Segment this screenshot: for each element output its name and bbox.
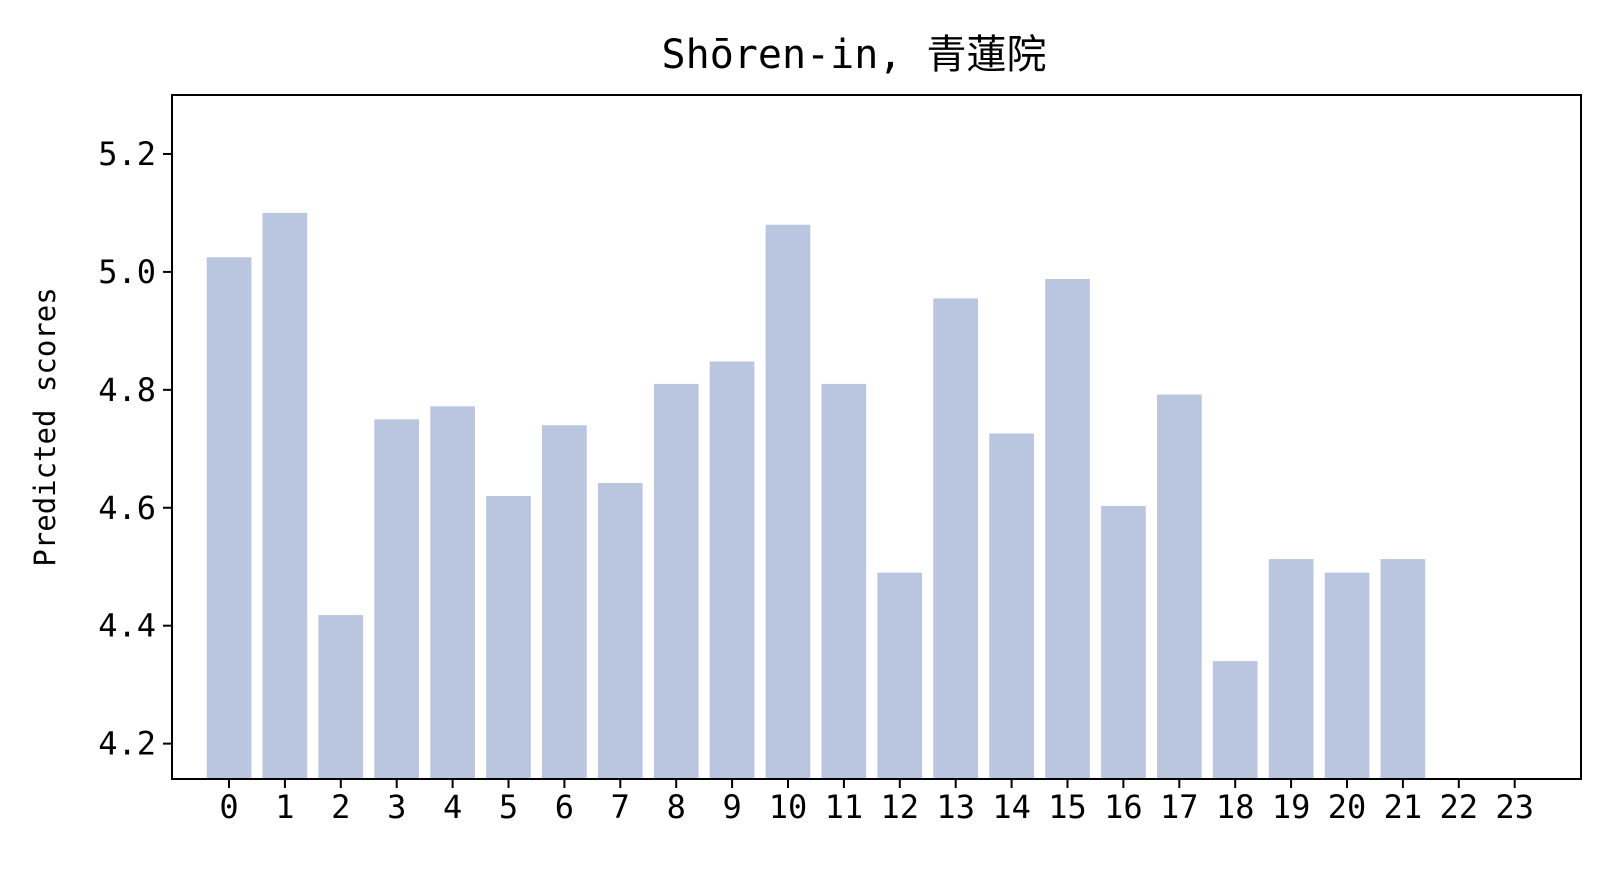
x-tick-label: 9 bbox=[722, 788, 741, 826]
bar-13 bbox=[933, 298, 978, 779]
bar-21 bbox=[1380, 559, 1426, 779]
x-tick-label: 20 bbox=[1328, 788, 1367, 826]
bar-17 bbox=[1157, 394, 1202, 779]
x-tick-label: 2 bbox=[331, 788, 350, 826]
bar-9 bbox=[709, 361, 755, 779]
x-tick-label: 22 bbox=[1440, 788, 1479, 826]
bar-7 bbox=[597, 483, 643, 779]
x-tick-label: 8 bbox=[667, 788, 686, 826]
bar-19 bbox=[1268, 559, 1314, 779]
bars-group bbox=[206, 212, 1426, 779]
bar-18 bbox=[1212, 661, 1258, 779]
bar-5 bbox=[486, 496, 531, 779]
x-tick-label: 15 bbox=[1048, 788, 1087, 826]
bar-6 bbox=[542, 425, 587, 779]
x-tick-label: 18 bbox=[1216, 788, 1255, 826]
bar-15 bbox=[1045, 279, 1090, 779]
y-tick-label: 4.6 bbox=[98, 489, 156, 527]
y-tick-label: 5.0 bbox=[98, 253, 156, 291]
x-tick-label: 0 bbox=[219, 788, 238, 826]
x-tick-label: 6 bbox=[555, 788, 574, 826]
chart-title: Shōren-in, 青蓮院 bbox=[662, 32, 1047, 78]
bar-14 bbox=[989, 433, 1034, 779]
y-tick-label: 4.8 bbox=[98, 371, 156, 409]
x-tick-label: 21 bbox=[1384, 788, 1423, 826]
bar-1 bbox=[262, 212, 308, 779]
bar-0 bbox=[206, 257, 252, 779]
x-tick-label: 5 bbox=[499, 788, 518, 826]
y-ticks-group: 4.2 4.4 4.6 4.8 5.0 5.2 bbox=[98, 135, 172, 763]
y-axis-label: Predicted scores bbox=[28, 287, 62, 566]
x-tick-label: 4 bbox=[443, 788, 462, 826]
y-tick-label: 4.2 bbox=[98, 725, 156, 763]
x-tick-label: 1 bbox=[275, 788, 294, 826]
x-tick-label: 19 bbox=[1272, 788, 1311, 826]
bar-16 bbox=[1101, 506, 1146, 779]
y-tick-label: 4.4 bbox=[98, 607, 156, 645]
x-tick-label: 7 bbox=[611, 788, 630, 826]
x-tick-label: 16 bbox=[1104, 788, 1143, 826]
x-tick-label: 23 bbox=[1495, 788, 1534, 826]
bar-12 bbox=[877, 572, 923, 779]
x-tick-label: 17 bbox=[1160, 788, 1199, 826]
x-tick-label: 12 bbox=[881, 788, 920, 826]
x-tick-label: 14 bbox=[992, 788, 1031, 826]
bar-10 bbox=[765, 224, 811, 779]
plot-frame bbox=[171, 94, 1582, 780]
x-tick-label: 13 bbox=[936, 788, 975, 826]
x-ticks-group: 0 1 2 3 4 5 6 7 8 9 10 11 12 13 14 15 16 17 18 19 20 21 22 23 bbox=[219, 779, 1534, 826]
bar-4 bbox=[430, 406, 475, 779]
bar-3 bbox=[374, 419, 419, 779]
bar-20 bbox=[1324, 572, 1370, 779]
x-tick-label: 11 bbox=[825, 788, 864, 826]
bar-11 bbox=[821, 383, 867, 779]
x-tick-label: 3 bbox=[387, 788, 406, 826]
bar-8 bbox=[653, 383, 699, 779]
x-tick-label: 10 bbox=[769, 788, 808, 826]
y-tick-label: 5.2 bbox=[98, 135, 156, 173]
bar-2 bbox=[318, 615, 364, 779]
